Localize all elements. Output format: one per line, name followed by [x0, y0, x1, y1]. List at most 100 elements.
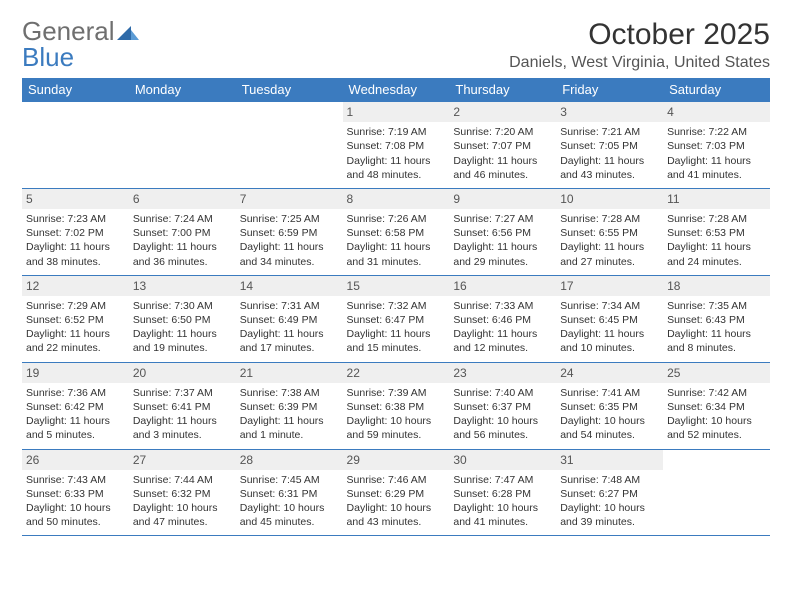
cell-line: and 41 minutes. — [667, 168, 766, 182]
day-header: Sunday — [22, 78, 129, 102]
cell-line: Sunrise: 7:33 AM — [453, 299, 552, 313]
cell-line: Sunset: 6:33 PM — [26, 487, 125, 501]
cell-line: Sunrise: 7:21 AM — [560, 125, 659, 139]
cell-line: Sunset: 7:08 PM — [347, 139, 446, 153]
cell-line: and 3 minutes. — [133, 428, 232, 442]
calendar-cell: 29Sunrise: 7:46 AMSunset: 6:29 PMDayligh… — [343, 449, 450, 536]
cell-line: Sunset: 6:43 PM — [667, 313, 766, 327]
calendar-cell: 7Sunrise: 7:25 AMSunset: 6:59 PMDaylight… — [236, 188, 343, 275]
cell-line: Sunrise: 7:37 AM — [133, 386, 232, 400]
calendar-week-row: 5Sunrise: 7:23 AMSunset: 7:02 PMDaylight… — [22, 188, 770, 275]
cell-line: Sunrise: 7:41 AM — [560, 386, 659, 400]
calendar-header-row: Sunday Monday Tuesday Wednesday Thursday… — [22, 78, 770, 102]
day-number: 21 — [236, 363, 343, 383]
day-number: 11 — [663, 189, 770, 209]
cell-line: Daylight: 10 hours — [453, 414, 552, 428]
calendar-page: General Blue October 2025 Daniels, West … — [0, 0, 792, 546]
calendar-cell: 21Sunrise: 7:38 AMSunset: 6:39 PMDayligh… — [236, 362, 343, 449]
day-number: 10 — [556, 189, 663, 209]
cell-line: Daylight: 11 hours — [347, 154, 446, 168]
cell-line: Sunset: 6:37 PM — [453, 400, 552, 414]
day-number: 13 — [129, 276, 236, 296]
calendar-table: Sunday Monday Tuesday Wednesday Thursday… — [22, 78, 770, 536]
cell-line: and 56 minutes. — [453, 428, 552, 442]
day-number: 17 — [556, 276, 663, 296]
cell-line: Sunset: 6:47 PM — [347, 313, 446, 327]
cell-line: and 24 minutes. — [667, 255, 766, 269]
cell-line: Sunrise: 7:29 AM — [26, 299, 125, 313]
cell-line: Sunset: 6:39 PM — [240, 400, 339, 414]
cell-line: Sunrise: 7:40 AM — [453, 386, 552, 400]
calendar-cell: 12Sunrise: 7:29 AMSunset: 6:52 PMDayligh… — [22, 275, 129, 362]
day-number: 20 — [129, 363, 236, 383]
location-label: Daniels, West Virginia, United States — [509, 54, 770, 72]
calendar-week-row: 12Sunrise: 7:29 AMSunset: 6:52 PMDayligh… — [22, 275, 770, 362]
calendar-cell: 15Sunrise: 7:32 AMSunset: 6:47 PMDayligh… — [343, 275, 450, 362]
cell-line: and 12 minutes. — [453, 341, 552, 355]
day-number: 1 — [343, 102, 450, 122]
cell-line: Sunset: 7:00 PM — [133, 226, 232, 240]
calendar-cell: 18Sunrise: 7:35 AMSunset: 6:43 PMDayligh… — [663, 275, 770, 362]
cell-line: Sunrise: 7:38 AM — [240, 386, 339, 400]
calendar-cell — [129, 102, 236, 189]
cell-line: Sunrise: 7:35 AM — [667, 299, 766, 313]
cell-line: Daylight: 10 hours — [347, 501, 446, 515]
brand-logo: General Blue — [22, 18, 139, 70]
cell-line: Sunrise: 7:23 AM — [26, 212, 125, 226]
day-number: 31 — [556, 450, 663, 470]
cell-line: Daylight: 11 hours — [26, 240, 125, 254]
cell-line: and 54 minutes. — [560, 428, 659, 442]
calendar-cell: 26Sunrise: 7:43 AMSunset: 6:33 PMDayligh… — [22, 449, 129, 536]
cell-line: Sunrise: 7:22 AM — [667, 125, 766, 139]
day-number: 8 — [343, 189, 450, 209]
cell-line: Sunset: 6:52 PM — [26, 313, 125, 327]
day-number: 23 — [449, 363, 556, 383]
cell-line: and 43 minutes. — [347, 515, 446, 529]
cell-line: Sunrise: 7:36 AM — [26, 386, 125, 400]
cell-line: and 31 minutes. — [347, 255, 446, 269]
calendar-cell: 10Sunrise: 7:28 AMSunset: 6:55 PMDayligh… — [556, 188, 663, 275]
cell-line: Sunrise: 7:48 AM — [560, 473, 659, 487]
day-number: 26 — [22, 450, 129, 470]
cell-line: and 50 minutes. — [26, 515, 125, 529]
cell-line: Daylight: 11 hours — [133, 327, 232, 341]
day-number: 27 — [129, 450, 236, 470]
cell-line: Sunrise: 7:45 AM — [240, 473, 339, 487]
cell-line: Sunset: 6:45 PM — [560, 313, 659, 327]
calendar-cell: 4Sunrise: 7:22 AMSunset: 7:03 PMDaylight… — [663, 102, 770, 189]
calendar-cell: 25Sunrise: 7:42 AMSunset: 6:34 PMDayligh… — [663, 362, 770, 449]
calendar-cell: 5Sunrise: 7:23 AMSunset: 7:02 PMDaylight… — [22, 188, 129, 275]
cell-line: and 17 minutes. — [240, 341, 339, 355]
cell-line: and 5 minutes. — [26, 428, 125, 442]
calendar-week-row: 19Sunrise: 7:36 AMSunset: 6:42 PMDayligh… — [22, 362, 770, 449]
day-number: 4 — [663, 102, 770, 122]
brand-text: General Blue — [22, 18, 139, 70]
cell-line: Sunrise: 7:27 AM — [453, 212, 552, 226]
day-number: 15 — [343, 276, 450, 296]
cell-line: Sunrise: 7:42 AM — [667, 386, 766, 400]
calendar-cell: 17Sunrise: 7:34 AMSunset: 6:45 PMDayligh… — [556, 275, 663, 362]
cell-line: Sunrise: 7:25 AM — [240, 212, 339, 226]
cell-line: Daylight: 11 hours — [133, 240, 232, 254]
calendar-week-row: 1 Sunrise: 7:19 AMSunset: 7:08 PMDaylight… — [22, 102, 770, 189]
cell-line: Sunset: 6:58 PM — [347, 226, 446, 240]
top-bar: General Blue October 2025 Daniels, West … — [22, 18, 770, 72]
cell-line: Sunset: 6:56 PM — [453, 226, 552, 240]
month-title: October 2025 — [509, 18, 770, 52]
cell-line: and 1 minute. — [240, 428, 339, 442]
day-number: 24 — [556, 363, 663, 383]
calendar-cell: 1 Sunrise: 7:19 AMSunset: 7:08 PMDaylight… — [343, 102, 450, 189]
calendar-cell: 2Sunrise: 7:20 AMSunset: 7:07 PMDaylight… — [449, 102, 556, 189]
day-number: 28 — [236, 450, 343, 470]
cell-line: Daylight: 11 hours — [240, 327, 339, 341]
day-number: 29 — [343, 450, 450, 470]
cell-line: Sunrise: 7:20 AM — [453, 125, 552, 139]
cell-line: and 15 minutes. — [347, 341, 446, 355]
day-number: 14 — [236, 276, 343, 296]
cell-line: Daylight: 10 hours — [133, 501, 232, 515]
calendar-cell: 14Sunrise: 7:31 AMSunset: 6:49 PMDayligh… — [236, 275, 343, 362]
calendar-cell: 11Sunrise: 7:28 AMSunset: 6:53 PMDayligh… — [663, 188, 770, 275]
day-number: 6 — [129, 189, 236, 209]
cell-line: Sunrise: 7:19 AM — [347, 125, 446, 139]
brand-part2: Blue — [22, 42, 74, 72]
